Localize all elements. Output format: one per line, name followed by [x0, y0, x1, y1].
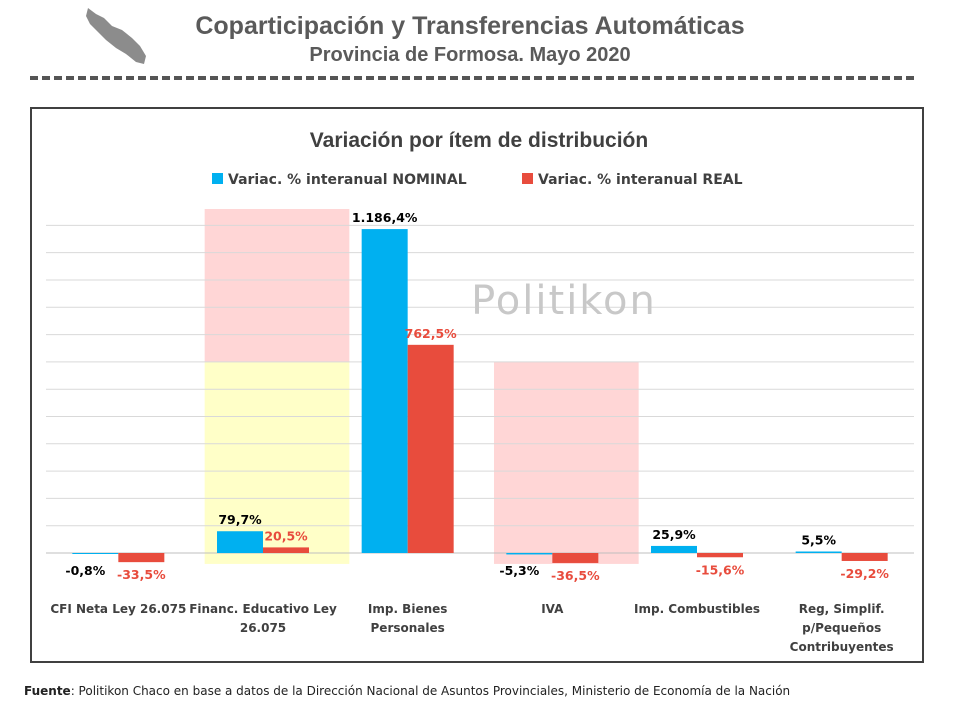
bar	[118, 553, 165, 563]
legend-swatch	[522, 173, 533, 184]
category-label: Imp. Combustibles	[634, 602, 760, 616]
chart-title: Variación por ítem de distribución	[310, 129, 648, 152]
source-label: Fuente	[24, 684, 71, 698]
page-title: Coparticipación y Transferencias Automát…	[195, 12, 745, 40]
bar	[552, 553, 599, 563]
legend-swatch	[212, 173, 223, 184]
category-label: p/Pequeños	[802, 621, 881, 635]
source-text: : Politikon Chaco en base a datos de la …	[70, 684, 791, 698]
category-label: 26.075	[240, 621, 286, 635]
data-label: 1.186,4%	[352, 210, 418, 225]
page-subtitle: Provincia de Formosa. Mayo 2020	[309, 44, 631, 66]
bar	[263, 547, 309, 553]
data-label: -36,5%	[551, 568, 600, 583]
province-map-icon	[86, 8, 146, 64]
category-label: CFI Neta Ley 26.075	[50, 602, 186, 616]
bar	[841, 553, 888, 561]
data-label: 762,5%	[405, 326, 458, 341]
category-label: Financ. Educativo Ley	[189, 602, 337, 616]
data-label: -0,8%	[65, 563, 105, 578]
data-label: -5,3%	[499, 563, 539, 578]
category-label: IVA	[541, 602, 564, 616]
bar	[361, 229, 408, 553]
bar-chart: Politikon Variación por ítem de distribuc…	[46, 129, 914, 654]
data-label: 79,7%	[218, 512, 262, 527]
legend-label: Variac. % interanual REAL	[538, 172, 743, 188]
chart-frame: Politikon Variación por ítem de distribuc…	[30, 107, 924, 663]
bar	[506, 553, 553, 555]
header-divider	[30, 76, 914, 80]
highlight-region	[204, 361, 350, 564]
category-label: Imp. Bienes	[368, 602, 448, 616]
data-label: 5,5%	[801, 532, 836, 547]
highlight-region	[494, 361, 639, 564]
bar	[407, 344, 454, 553]
data-label: -29,2%	[840, 566, 889, 581]
data-label: -33,5%	[117, 567, 166, 582]
highlight-region	[204, 209, 350, 362]
data-label: 25,9%	[652, 527, 696, 542]
data-label: 20,5%	[264, 528, 308, 543]
category-label: Reg, Simplif.	[799, 602, 885, 616]
data-label: -15,6%	[696, 562, 745, 577]
legend-label: Variac. % interanual NOMINAL	[228, 172, 467, 188]
bar	[72, 553, 119, 554]
category-label: Contribuyentes	[790, 640, 894, 654]
bar	[651, 545, 697, 553]
bar	[795, 551, 842, 553]
source-note: Fuente: Politikon Chaco en base a datos …	[24, 684, 790, 698]
category-label: Personales	[371, 621, 445, 635]
bar	[697, 553, 743, 558]
bar	[217, 531, 263, 553]
watermark-text: Politikon	[471, 278, 657, 324]
